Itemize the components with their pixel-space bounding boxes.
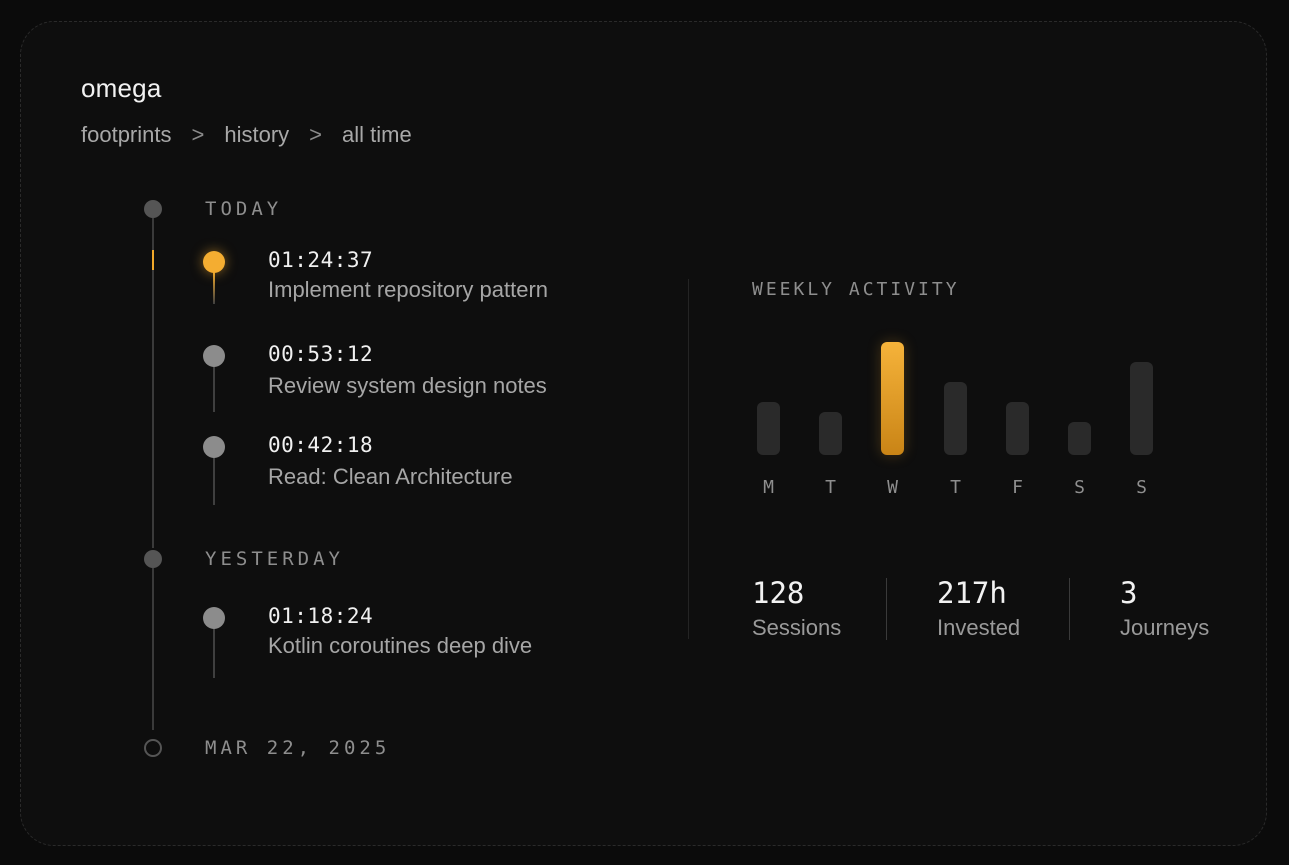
entry-title[interactable]: Read: Clean Architecture <box>268 464 513 489</box>
day-label: T <box>825 477 836 498</box>
group-label-date: MAR 22, 2025 <box>205 737 391 759</box>
panel-divider <box>688 279 689 639</box>
timeline-active-marker <box>152 250 154 270</box>
entry-node[interactable] <box>203 436 225 458</box>
entry-duration: 01:24:37 <box>268 248 374 272</box>
day-label: W <box>887 477 898 498</box>
breadcrumb-footprints[interactable]: footprints <box>81 122 172 147</box>
entry-duration: 00:53:12 <box>268 342 374 366</box>
stat-invested-value: 217h <box>937 576 1007 610</box>
breadcrumb-history[interactable]: history <box>224 122 290 147</box>
activity-bar-5[interactable] <box>1068 422 1091 455</box>
breadcrumb-separator: > <box>309 122 323 147</box>
activity-bar-2[interactable] <box>881 342 904 455</box>
activity-bar-4[interactable] <box>1006 402 1029 455</box>
entry-connector <box>213 272 215 304</box>
group-label-today: TODAY <box>205 198 283 220</box>
weekly-activity-title: WEEKLY ACTIVITY <box>752 279 960 300</box>
entry-title[interactable]: Review system design notes <box>268 373 547 398</box>
stat-journeys-label: Journeys <box>1120 615 1210 640</box>
entry-connector <box>213 628 215 678</box>
group-node-yesterday <box>144 550 162 568</box>
entry-duration: 00:42:18 <box>268 433 374 457</box>
entry-title[interactable]: Kotlin coroutines deep dive <box>268 633 533 658</box>
entry-connector <box>213 366 215 412</box>
app-title: omega <box>81 73 162 103</box>
activity-bar-0[interactable] <box>757 402 780 455</box>
activity-bar-3[interactable] <box>944 382 967 455</box>
history-card <box>20 21 1267 846</box>
group-node-date <box>144 739 162 757</box>
breadcrumb-separator: > <box>191 122 205 147</box>
group-node-today <box>144 200 162 218</box>
stat-divider <box>886 578 887 640</box>
group-label-yesterday: YESTERDAY <box>205 548 344 570</box>
stat-sessions-label: Sessions <box>752 615 842 640</box>
day-label: T <box>950 477 961 498</box>
entry-node[interactable] <box>203 607 225 629</box>
entry-duration: 01:18:24 <box>268 604 374 628</box>
activity-bar-1[interactable] <box>819 412 842 455</box>
entry-connector <box>213 457 215 505</box>
activity-bar-6[interactable] <box>1130 362 1153 455</box>
entry-node-active[interactable] <box>203 251 225 273</box>
breadcrumb: footprints > history > all time <box>81 122 412 148</box>
day-label: S <box>1074 477 1085 498</box>
breadcrumb-all-time[interactable]: all time <box>342 122 412 147</box>
entry-node[interactable] <box>203 345 225 367</box>
day-label: F <box>1012 477 1023 498</box>
stat-journeys-value: 3 <box>1120 576 1138 610</box>
stat-sessions-value: 128 <box>752 576 805 610</box>
stat-divider <box>1069 578 1070 640</box>
entry-title[interactable]: Implement repository pattern <box>268 277 549 302</box>
stat-invested-label: Invested <box>937 615 1021 640</box>
timeline-rail <box>152 218 154 548</box>
day-label: S <box>1136 477 1147 498</box>
day-label: M <box>763 477 774 498</box>
timeline-rail <box>152 568 154 730</box>
